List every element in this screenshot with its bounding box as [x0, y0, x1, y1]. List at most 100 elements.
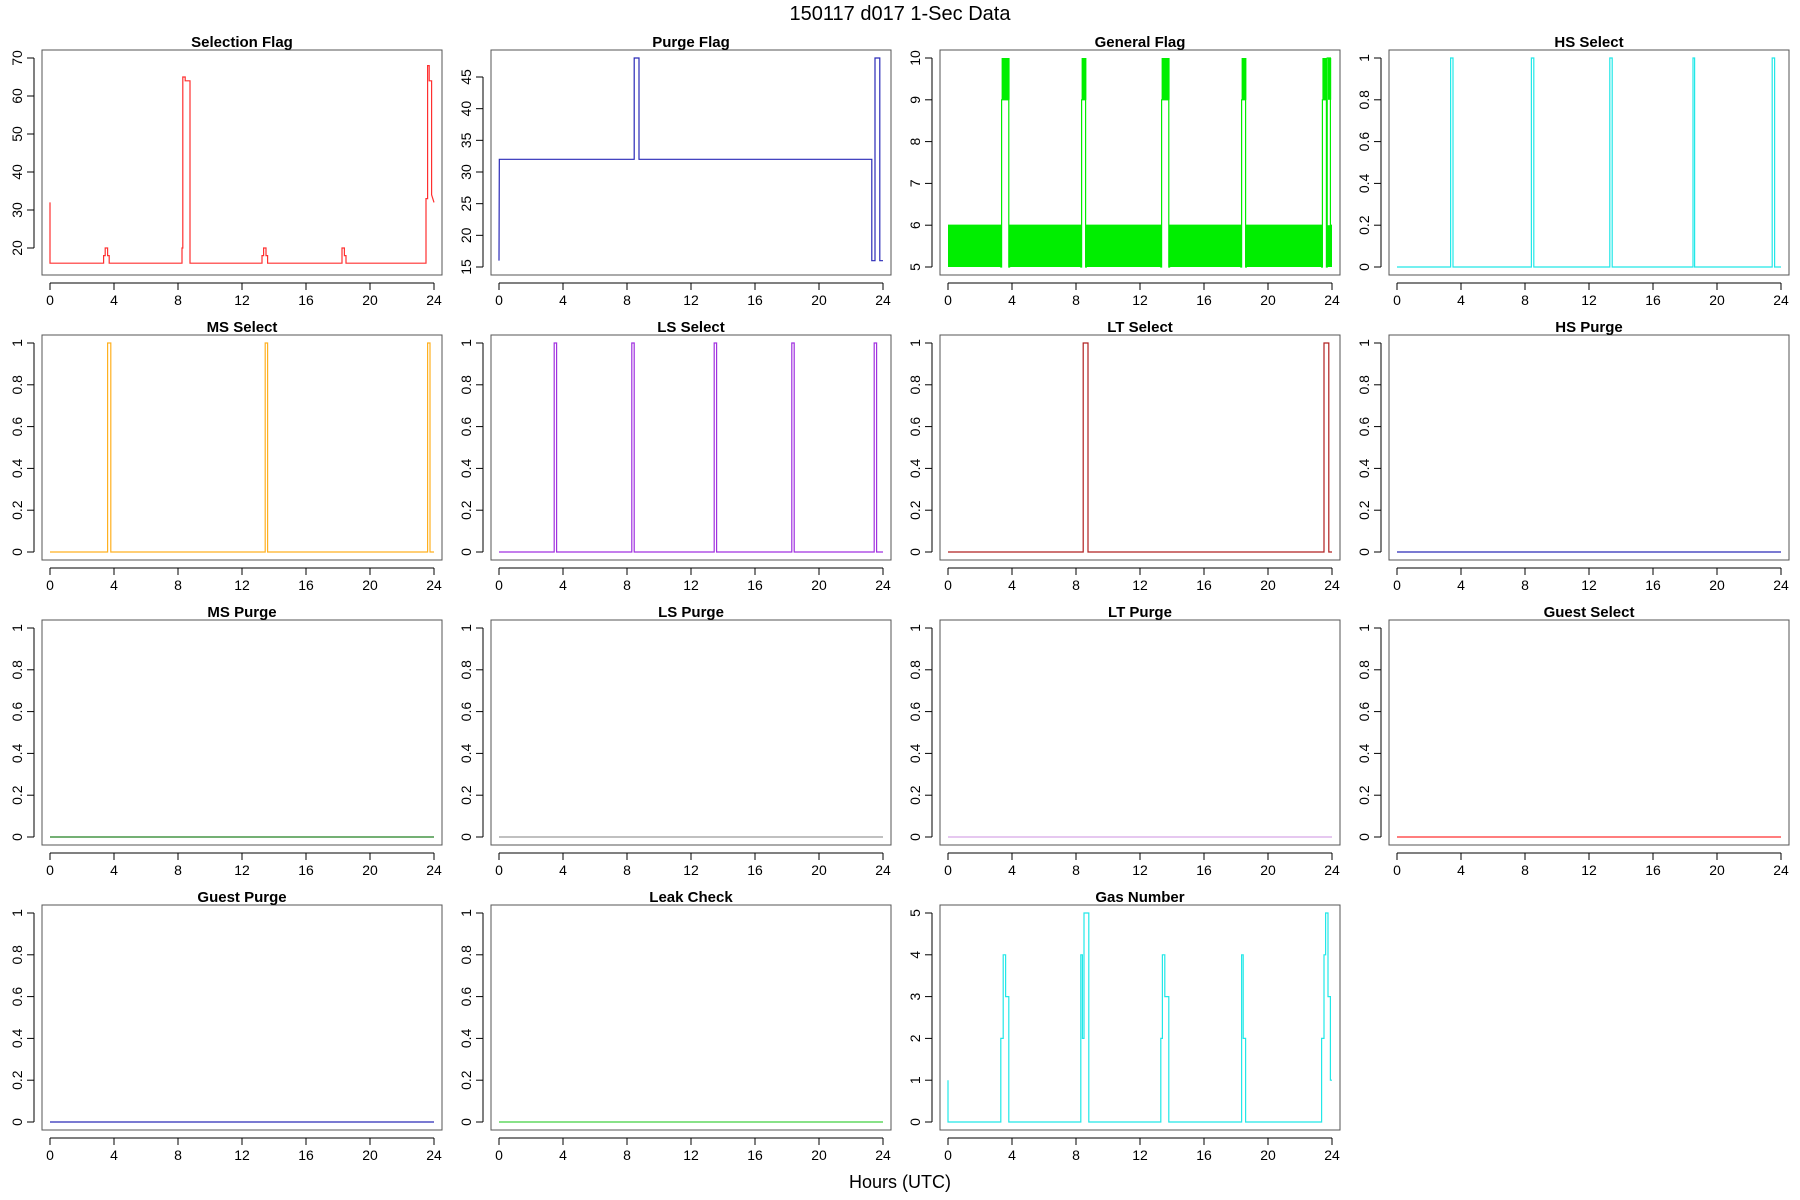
series-line-gas-number: [947, 912, 1332, 1123]
y-tick-label: 1: [907, 1076, 923, 1084]
x-tick-label: 12: [1581, 577, 1597, 593]
y-tick-label: 0: [9, 548, 25, 556]
y-tick-label: 0.4: [1356, 743, 1372, 763]
x-tick-label: 12: [1132, 862, 1148, 878]
x-tick-label: 8: [1072, 1147, 1080, 1163]
x-axis-label: Hours (UTC): [849, 1172, 951, 1192]
data-band: [1328, 58, 1332, 100]
x-tick-label: 20: [362, 1147, 378, 1163]
x-tick-label: 8: [1072, 292, 1080, 308]
y-tick-label: 0.4: [9, 458, 25, 478]
x-tick-label: 24: [1773, 292, 1789, 308]
x-tick-label: 8: [1521, 862, 1529, 878]
series-line-ms-select: [50, 342, 434, 553]
data-band: [1009, 225, 1081, 267]
y-tick-label: 1: [9, 909, 25, 917]
y-tick-label: 0.8: [458, 375, 474, 395]
y-tick-label: 1: [9, 339, 25, 347]
x-tick-label: 24: [1324, 292, 1340, 308]
y-tick-label: 0.4: [9, 1028, 25, 1048]
panel-title: LS Purge: [658, 604, 724, 621]
y-tick-label: 0.8: [458, 945, 474, 965]
x-tick-label: 0: [495, 292, 503, 308]
plot-frame: [1388, 49, 1790, 276]
y-tick-label: 0: [458, 548, 474, 556]
x-tick-label: 16: [747, 862, 763, 878]
x-tick-label: 0: [944, 1147, 952, 1163]
x-tick-label: 4: [1457, 577, 1465, 593]
x-tick-label: 8: [623, 862, 631, 878]
x-tick-label: 0: [944, 292, 952, 308]
y-tick-label: 1: [1356, 54, 1372, 62]
y-tick-label: 20: [458, 227, 474, 243]
x-tick-label: 4: [1008, 577, 1016, 593]
plot-frame: [41, 904, 443, 1131]
x-tick-label: 24: [875, 862, 891, 878]
y-tick-label: 0.6: [458, 702, 474, 722]
y-tick-label: 0.2: [9, 785, 25, 805]
plot-frame: [490, 334, 892, 561]
panel-hs-purge: HS Purge 0 4 8 12 16 20 24 0 0.2 0.4 0.6 0.8 1: [1356, 319, 1790, 593]
series-line-hs-select: [1397, 57, 1781, 268]
panel-title: LT Select: [1107, 319, 1173, 336]
x-tick-label: 4: [559, 577, 567, 593]
x-tick-label: 4: [559, 1147, 567, 1163]
x-tick-label: 4: [110, 292, 118, 308]
y-tick-label: 0: [1356, 548, 1372, 556]
plot-frame: [41, 334, 443, 561]
y-tick-label: 0.8: [1356, 90, 1372, 110]
y-tick-label: 0.8: [9, 945, 25, 965]
y-tick-label: 0.4: [458, 743, 474, 763]
x-tick-label: 20: [1709, 292, 1725, 308]
y-tick-label: 40: [9, 164, 25, 180]
y-tick-label: 0: [9, 1118, 25, 1126]
x-tick-label: 20: [811, 1147, 827, 1163]
y-tick-label: 0.2: [458, 1070, 474, 1090]
plot-frame: [939, 49, 1341, 276]
plot-frame: [41, 49, 443, 276]
x-tick-label: 12: [234, 862, 250, 878]
data-band: [1322, 58, 1328, 100]
x-tick-label: 16: [1196, 577, 1212, 593]
y-tick-label: 0.6: [9, 702, 25, 722]
x-tick-label: 24: [1324, 862, 1340, 878]
y-tick-label: 0.4: [458, 1028, 474, 1048]
panel-title: MS Select: [207, 319, 278, 336]
plot-frame: [1388, 334, 1790, 561]
y-tick-label: 0.6: [9, 417, 25, 437]
y-tick-label: 0: [458, 833, 474, 841]
y-tick-label: 0.8: [907, 375, 923, 395]
x-tick-label: 0: [46, 1147, 54, 1163]
x-tick-label: 12: [683, 862, 699, 878]
x-tick-label: 20: [811, 292, 827, 308]
x-tick-label: 0: [1393, 292, 1401, 308]
data-band: [1001, 58, 1010, 100]
x-tick-label: 16: [1196, 862, 1212, 878]
panel-title: HS Select: [1554, 34, 1623, 51]
panel-purge-flag: Purge Flag 0 4 8 12 16 20 24 15 20 25 30 35 40 45: [458, 34, 892, 308]
x-tick-label: 4: [1008, 862, 1016, 878]
y-tick-label: 0.6: [907, 417, 923, 437]
y-tick-label: 1: [9, 624, 25, 632]
x-tick-label: 0: [944, 577, 952, 593]
x-tick-label: 16: [298, 577, 314, 593]
x-tick-label: 0: [495, 862, 503, 878]
x-tick-label: 4: [110, 1147, 118, 1163]
x-tick-label: 12: [1581, 292, 1597, 308]
x-tick-label: 12: [1132, 577, 1148, 593]
x-tick-label: 0: [495, 1147, 503, 1163]
x-tick-label: 16: [298, 862, 314, 878]
panel-title: LT Purge: [1108, 604, 1172, 621]
data-band: [1327, 225, 1332, 267]
y-tick-label: 10: [907, 50, 923, 66]
y-tick-label: 0.2: [907, 785, 923, 805]
panel-hs-select: HS Select 0 4 8 12 16 20 24 0 0.2 0.4 0.6 0.8 1: [1356, 34, 1790, 308]
x-tick-label: 4: [559, 862, 567, 878]
y-tick-label: 0: [9, 833, 25, 841]
y-tick-label: 1: [458, 339, 474, 347]
y-tick-label: 7: [907, 179, 923, 187]
series-line-lt-select: [948, 342, 1332, 553]
panel-title: Guest Select: [1544, 604, 1635, 621]
x-tick-label: 4: [110, 862, 118, 878]
